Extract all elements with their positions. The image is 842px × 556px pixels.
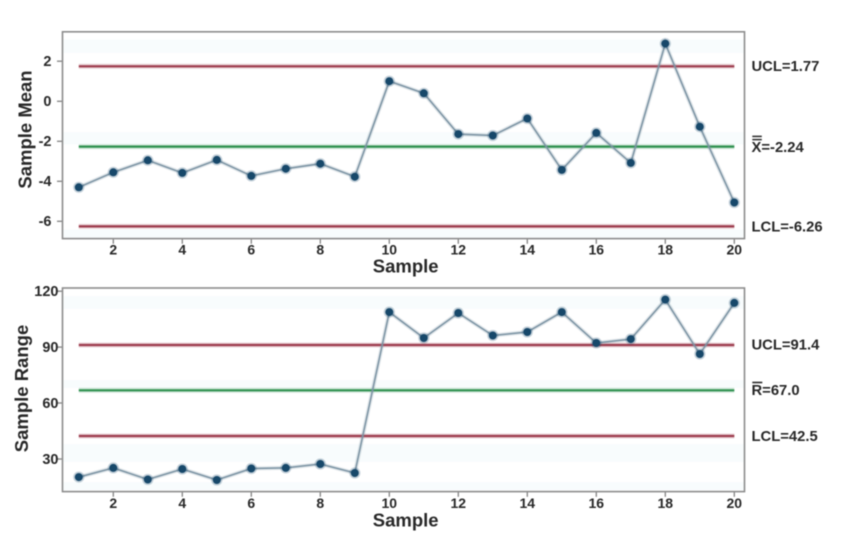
svg-text:0: 0 xyxy=(43,94,51,110)
svg-text:8: 8 xyxy=(316,495,324,511)
svg-text:2: 2 xyxy=(109,495,117,511)
svg-text:14: 14 xyxy=(520,495,536,511)
svg-text:LCL=-6.26: LCL=-6.26 xyxy=(752,220,823,236)
svg-text:90: 90 xyxy=(42,340,58,356)
svg-text:20: 20 xyxy=(727,495,743,511)
svg-text:Sample Mean: Sample Mean xyxy=(15,70,36,188)
svg-text:10: 10 xyxy=(382,495,398,511)
svg-text:14: 14 xyxy=(520,241,536,257)
svg-text:4: 4 xyxy=(178,495,186,511)
svg-text:Sample: Sample xyxy=(373,256,439,277)
svg-text:16: 16 xyxy=(589,241,605,257)
svg-text:UCL=91.4: UCL=91.4 xyxy=(752,338,821,354)
svg-text:LCL=42.5: LCL=42.5 xyxy=(752,429,818,445)
svg-text:10: 10 xyxy=(382,241,398,257)
svg-text:60: 60 xyxy=(42,396,58,412)
svg-text:2: 2 xyxy=(109,241,117,257)
svg-text:12: 12 xyxy=(451,495,467,511)
svg-text:R=67.0: R=67.0 xyxy=(752,383,800,399)
svg-text:-2: -2 xyxy=(39,134,52,150)
svg-text:30: 30 xyxy=(42,452,58,468)
svg-text:8: 8 xyxy=(316,241,324,257)
svg-text:4: 4 xyxy=(178,241,186,257)
svg-text:6: 6 xyxy=(247,241,255,257)
svg-text:18: 18 xyxy=(658,241,674,257)
svg-text:Sample Range: Sample Range xyxy=(11,325,32,453)
svg-text:16: 16 xyxy=(589,495,605,511)
svg-text:20: 20 xyxy=(727,241,743,257)
svg-text:2: 2 xyxy=(43,54,51,70)
svg-text:120: 120 xyxy=(34,284,58,300)
svg-text:18: 18 xyxy=(658,495,674,511)
svg-text:Sample: Sample xyxy=(373,510,439,531)
svg-text:-4: -4 xyxy=(39,174,52,190)
svg-text:UCL=1.77: UCL=1.77 xyxy=(752,59,820,75)
svg-text:-6: -6 xyxy=(39,214,52,230)
svg-text:X=-2.24: X=-2.24 xyxy=(752,140,805,156)
svg-text:12: 12 xyxy=(451,241,467,257)
svg-text:6: 6 xyxy=(247,495,255,511)
